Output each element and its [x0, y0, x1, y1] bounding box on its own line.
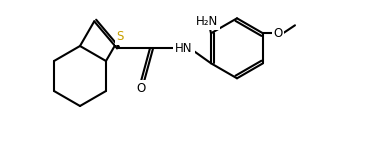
- Text: O: O: [136, 82, 146, 95]
- Text: H₂N: H₂N: [196, 15, 218, 28]
- Text: HN: HN: [175, 42, 193, 55]
- Text: O: O: [273, 27, 283, 40]
- Text: S: S: [116, 30, 124, 43]
